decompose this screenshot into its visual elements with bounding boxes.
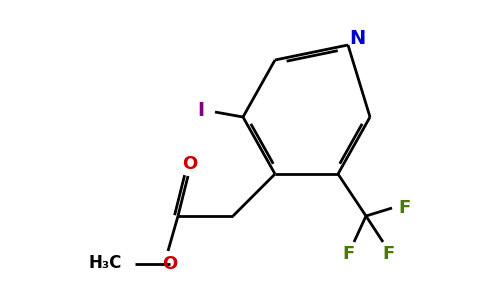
Text: O: O [162, 255, 178, 273]
Text: I: I [197, 100, 205, 119]
Text: F: F [342, 245, 354, 263]
Text: O: O [182, 155, 197, 173]
Text: H₃C: H₃C [88, 254, 121, 272]
Text: F: F [398, 199, 410, 217]
Text: F: F [382, 245, 394, 263]
Text: N: N [349, 28, 365, 47]
